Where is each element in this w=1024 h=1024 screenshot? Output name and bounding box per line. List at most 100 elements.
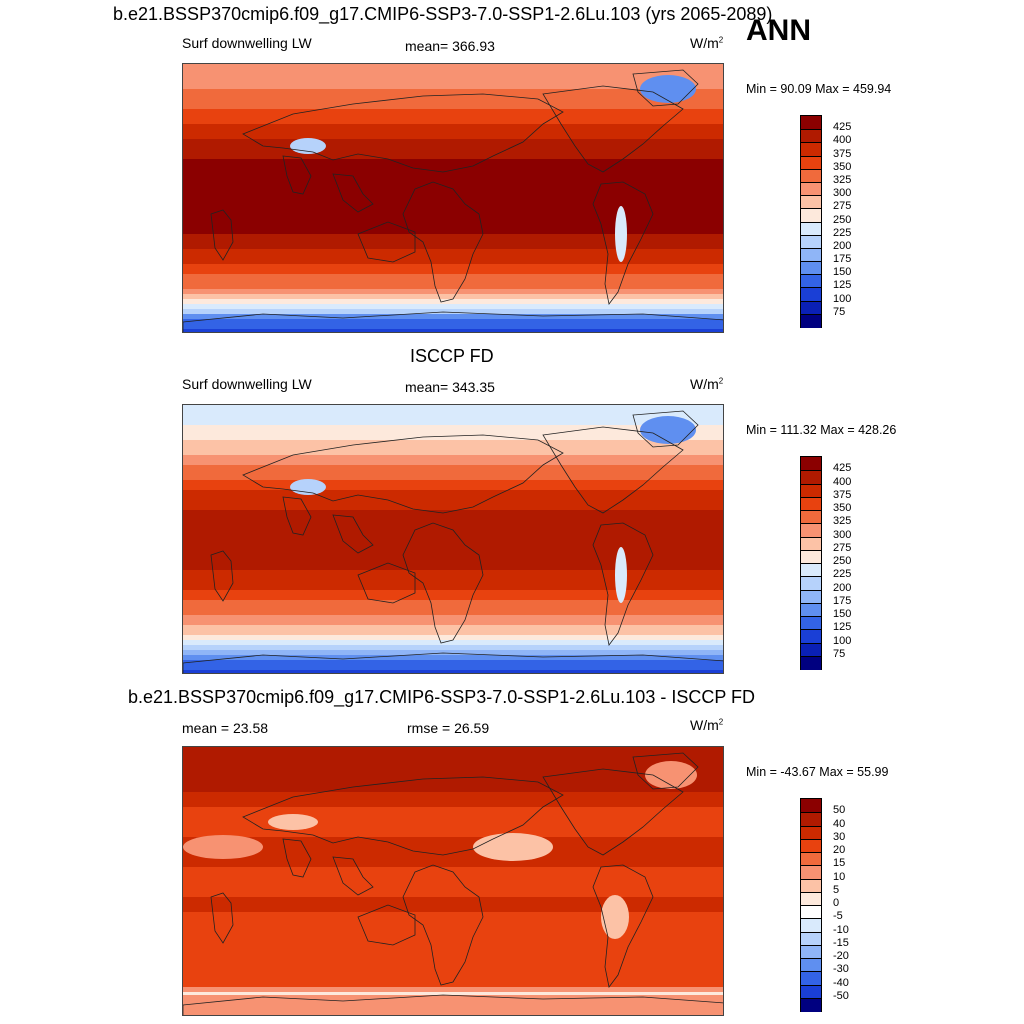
zonal-band <box>183 762 723 768</box>
zonal-band <box>183 897 723 903</box>
colorbar-tick-label: 225 <box>833 226 852 239</box>
zonal-band <box>183 139 723 145</box>
colorbar-tick-label: -15 <box>833 936 849 949</box>
zonal-band <box>183 882 723 888</box>
greenland-outline <box>632 69 699 107</box>
zonal-band <box>183 84 723 90</box>
colorbar-tick-label: 300 <box>833 528 852 541</box>
colorbar-divider <box>801 155 821 157</box>
colorbar-swatch <box>801 313 821 328</box>
greenland-feature <box>640 416 696 444</box>
colorbar-tick-label: 175 <box>833 253 852 266</box>
zonal-band <box>183 977 723 983</box>
colorbar-swatch <box>801 563 821 577</box>
zonal-band <box>183 425 723 431</box>
colorbar-tick-label: 400 <box>833 134 852 147</box>
zonal-band <box>183 857 723 863</box>
zonal-band <box>183 942 723 948</box>
zonal-band <box>183 595 723 601</box>
colorbar-swatch <box>801 208 821 222</box>
zonal-band <box>183 962 723 968</box>
zonal-band <box>183 782 723 788</box>
colorbar-swatch <box>801 116 821 130</box>
zonal-band <box>183 470 723 476</box>
zonal-band <box>183 149 723 155</box>
zonal-band <box>183 184 723 190</box>
zonal-band <box>183 540 723 546</box>
africa-madagascar-outline <box>210 209 234 261</box>
colorbar-swatch <box>801 642 821 657</box>
zonal-band <box>183 244 723 250</box>
pacific-diff-feature <box>473 833 553 861</box>
colorbar-tick-label: 75 <box>833 647 846 660</box>
zonal-band <box>183 329 723 332</box>
zonal-band <box>183 465 723 471</box>
colorbar-divider <box>801 129 821 130</box>
colorbar-tick-label: -5 <box>833 910 843 923</box>
colorbar-tick-label: 425 <box>833 121 852 134</box>
colorbar-divider <box>801 549 821 551</box>
zonal-band <box>183 645 723 651</box>
colorbar-divider <box>801 496 821 498</box>
zonal-band <box>183 495 723 501</box>
zonal-band <box>183 94 723 100</box>
colorbar-divider <box>801 602 821 604</box>
colorbar-divider <box>801 483 821 484</box>
zonal-band <box>183 747 723 753</box>
australia-outline <box>357 904 416 946</box>
colorbar-swatch <box>801 247 821 262</box>
colorbar-tick-label: 200 <box>833 239 852 252</box>
zonal-band <box>183 580 723 586</box>
panel2-variable-label: Surf downwelling LW <box>182 376 312 392</box>
zonal-band <box>183 665 723 671</box>
colorbar-divider <box>801 931 821 932</box>
panel3-minmax-label: Min = -43.67 Max = 55.99 <box>746 765 889 779</box>
greenland-diff-feature <box>645 761 697 789</box>
colorbar-divider <box>801 589 821 590</box>
zonal-band <box>183 822 723 828</box>
colorbar-swatch <box>801 799 821 813</box>
zonal-band <box>183 922 723 928</box>
zonal-band <box>183 214 723 220</box>
colorbar-divider <box>801 825 821 826</box>
colorbar-divider <box>801 971 821 972</box>
colorbar-swatch <box>801 655 821 670</box>
colorbar-divider <box>801 563 821 564</box>
zonal-band <box>183 650 723 656</box>
colorbar-swatch <box>801 891 821 906</box>
colorbar-swatch <box>801 155 821 170</box>
colorbar-swatch <box>801 997 821 1012</box>
zonal-band <box>183 319 723 325</box>
colorbar-divider <box>801 852 821 853</box>
india-outline <box>282 838 312 878</box>
zonal-band <box>183 164 723 170</box>
zonal-band <box>183 535 723 541</box>
zonal-band <box>183 872 723 878</box>
antarctic-diff-feature <box>183 995 723 1015</box>
zonal-band <box>183 450 723 456</box>
zonal-band <box>183 219 723 225</box>
colorbar-swatch <box>801 905 821 919</box>
colorbar-swatch <box>801 629 821 643</box>
colorbar-divider <box>801 865 821 866</box>
panel2-colorbar <box>800 456 822 670</box>
zonal-band <box>183 304 723 310</box>
season-label: ANN <box>746 14 811 47</box>
colorbar-divider <box>801 261 821 262</box>
colorbar-tick-label: 425 <box>833 462 852 475</box>
zonal-band <box>183 937 723 943</box>
zonal-band <box>183 515 723 521</box>
zonal-band <box>183 510 723 516</box>
zonal-band <box>183 99 723 105</box>
zonal-band <box>183 817 723 823</box>
colorbar-tick-label: 175 <box>833 594 852 607</box>
zonal-band <box>183 189 723 195</box>
zonal-band <box>183 475 723 481</box>
zonal-band <box>183 635 723 641</box>
zonal-band <box>183 837 723 843</box>
colorbar-swatch <box>801 944 821 959</box>
colorbar-tick-label: 100 <box>833 634 852 647</box>
colorbar-tick-label: 300 <box>833 187 852 200</box>
africa-madagascar-outline <box>210 892 234 944</box>
zonal-band <box>183 852 723 858</box>
